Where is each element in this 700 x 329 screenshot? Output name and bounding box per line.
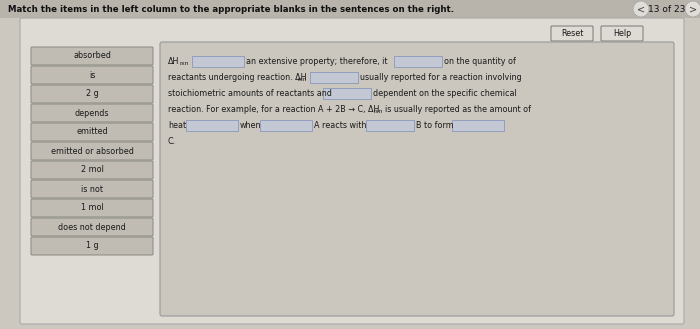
Text: rxn: rxn <box>298 77 307 82</box>
FancyBboxPatch shape <box>31 199 153 217</box>
FancyBboxPatch shape <box>31 123 153 141</box>
Text: rxn: rxn <box>373 109 382 114</box>
Bar <box>260 120 312 131</box>
Text: is usually reported as the amount of: is usually reported as the amount of <box>385 105 531 114</box>
FancyBboxPatch shape <box>601 26 643 41</box>
Text: stoichiometric amounts of reactants and: stoichiometric amounts of reactants and <box>168 89 332 98</box>
FancyBboxPatch shape <box>551 26 593 41</box>
Bar <box>394 56 442 67</box>
Text: 2 mol: 2 mol <box>80 165 104 174</box>
Bar <box>0 0 700 18</box>
Bar <box>310 72 358 83</box>
Bar <box>192 56 244 67</box>
Text: heat: heat <box>168 121 186 130</box>
Text: 1 g: 1 g <box>85 241 98 250</box>
Text: B to form: B to form <box>416 121 454 130</box>
Text: dependent on the specific chemical: dependent on the specific chemical <box>373 89 517 98</box>
Bar <box>186 120 238 131</box>
Text: is not: is not <box>81 185 103 193</box>
FancyBboxPatch shape <box>31 47 153 65</box>
Text: rxn: rxn <box>180 61 190 66</box>
Text: absorbed: absorbed <box>73 52 111 61</box>
FancyBboxPatch shape <box>31 161 153 179</box>
Text: on the quantity of: on the quantity of <box>444 57 516 66</box>
Text: usually reported for a reaction involving: usually reported for a reaction involvin… <box>360 73 522 82</box>
Text: <: < <box>637 4 645 14</box>
Text: Help: Help <box>613 29 631 38</box>
Circle shape <box>633 1 649 17</box>
Text: depends: depends <box>75 109 109 117</box>
Text: 1 mol: 1 mol <box>80 204 104 213</box>
Text: Match the items in the left column to the appropriate blanks in the sentences on: Match the items in the left column to th… <box>8 5 454 13</box>
FancyBboxPatch shape <box>31 66 153 84</box>
Circle shape <box>685 1 700 17</box>
Text: emitted: emitted <box>76 128 108 137</box>
FancyBboxPatch shape <box>31 104 153 122</box>
FancyBboxPatch shape <box>31 180 153 198</box>
Bar <box>366 120 414 131</box>
Text: A reacts with: A reacts with <box>314 121 366 130</box>
Text: reactants undergoing reaction. ΔH: reactants undergoing reaction. ΔH <box>168 73 307 82</box>
Text: does not depend: does not depend <box>58 222 126 232</box>
Bar <box>452 120 504 131</box>
Text: >: > <box>689 4 697 14</box>
Text: ΔH: ΔH <box>168 57 179 66</box>
Text: 13 of 23: 13 of 23 <box>648 5 686 13</box>
FancyBboxPatch shape <box>31 218 153 236</box>
Text: when: when <box>240 121 262 130</box>
FancyBboxPatch shape <box>31 237 153 255</box>
Text: an extensive property; therefore, it: an extensive property; therefore, it <box>246 57 388 66</box>
Text: emitted or absorbed: emitted or absorbed <box>50 146 134 156</box>
FancyBboxPatch shape <box>31 85 153 103</box>
Text: C.: C. <box>168 137 176 146</box>
FancyBboxPatch shape <box>31 142 153 160</box>
Bar <box>323 88 371 99</box>
Text: Reset: Reset <box>561 29 583 38</box>
Text: is: is <box>89 70 95 80</box>
FancyBboxPatch shape <box>160 42 674 316</box>
Text: 2 g: 2 g <box>85 89 99 98</box>
Text: reaction. For example, for a reaction A + 2B → C, ΔH: reaction. For example, for a reaction A … <box>168 105 379 114</box>
FancyBboxPatch shape <box>20 18 684 324</box>
